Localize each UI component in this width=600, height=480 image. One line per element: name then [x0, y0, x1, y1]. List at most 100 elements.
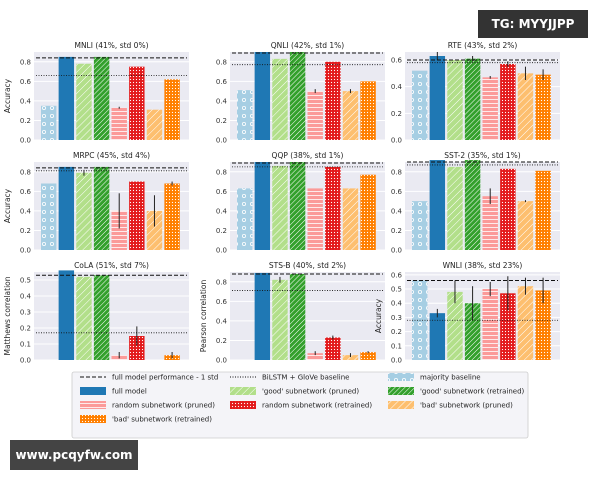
legend-swatch [230, 401, 256, 409]
bar [289, 162, 306, 250]
y-tick-label: 0.3 [391, 314, 402, 322]
y-tick-label: 0.0 [391, 247, 402, 255]
y-tick-label: 0.4 [20, 293, 32, 301]
bar [164, 183, 180, 250]
legend-label: full model performance - 1 std [112, 374, 218, 382]
bar [307, 188, 323, 250]
bar [237, 188, 253, 250]
panel-4: 0.0 0.2 0.4 0.6 0.8 QQP (38%, std 1%) [216, 151, 385, 255]
y-tick-label: 0.2 [20, 117, 31, 125]
bar [76, 276, 92, 360]
bar [412, 201, 428, 250]
watermark-bottom: www.pcqyfw.com [10, 440, 138, 470]
y-tick-label: 0.0 [216, 357, 227, 365]
legend-label: 'good' subnetwork (retrained) [420, 388, 525, 396]
y-tick-label: 0.2 [20, 227, 31, 235]
bar [447, 60, 463, 140]
y-tick-label: 0.0 [216, 137, 227, 145]
bar [482, 289, 498, 360]
y-tick-label: 0.4 [216, 317, 228, 325]
y-tick-label: 0.4 [20, 97, 32, 105]
bar [342, 188, 359, 250]
y-axis-label: Accuracy [3, 78, 12, 113]
panel-8: 0.0 0.1 0.2 0.3 0.4 0.5 0.6 WNLI (38%, std 23%)… [374, 261, 560, 365]
bar [146, 210, 163, 250]
bar [307, 353, 323, 360]
legend-swatch [80, 415, 106, 423]
bar [429, 313, 446, 360]
bar [500, 293, 516, 360]
bar [58, 270, 75, 360]
bar [129, 336, 145, 360]
y-tick-label: 0.0 [20, 357, 31, 365]
y-tick-label: 0.0 [20, 137, 31, 145]
plot-area [230, 272, 385, 360]
y-tick-label: 0.8 [216, 168, 227, 176]
bar [41, 105, 57, 140]
bar [307, 91, 323, 140]
panel-title: CoLA (51%, std 7%) [74, 261, 149, 270]
bar [517, 73, 534, 140]
y-axis-label: Matthews correlation [3, 276, 12, 355]
legend-swatch [80, 387, 106, 395]
panel-6: 0.0 0.1 0.2 0.3 0.4 0.5 CoLA (51%, std 7%) Matt… [3, 261, 189, 365]
panel-title: RTE (43%, std 2%) [448, 41, 518, 50]
bar [164, 79, 180, 140]
y-tick-label: 0.2 [20, 325, 31, 333]
bar [325, 166, 341, 250]
y-tick-label: 0.8 [20, 58, 31, 66]
y-tick-label: 0.4 [391, 207, 403, 215]
bar [517, 201, 534, 250]
y-tick-label: 0.0 [391, 137, 402, 145]
bar [272, 279, 288, 360]
bar [111, 210, 127, 250]
bar [58, 166, 75, 250]
y-tick-label: 0.6 [20, 78, 32, 86]
legend-swatch [80, 401, 106, 409]
bar [535, 290, 551, 360]
y-axis-label: Accuracy [3, 188, 12, 223]
bar [254, 162, 271, 250]
bar [289, 273, 306, 360]
panel-title: MNLI (41%, std 0%) [74, 41, 148, 50]
legend-swatch [388, 373, 414, 381]
y-tick-label: 0.2 [391, 227, 402, 235]
panel-2: 0.0 0.2 0.4 0.6 RTE (43%, std 2%) [391, 41, 560, 145]
bar [129, 66, 145, 140]
bar [254, 272, 271, 360]
bar [500, 168, 516, 250]
bar [429, 160, 446, 250]
y-tick-label: 0.0 [20, 247, 31, 255]
panel-1: 0.0 0.2 0.4 0.6 0.8 QNLI (42%, std 1%) [216, 41, 385, 145]
bar [447, 291, 463, 360]
panel-title: WNLI (38%, std 23%) [443, 261, 523, 270]
y-tick-label: 0.6 [216, 188, 228, 196]
y-tick-label: 0.5 [391, 286, 402, 294]
bar [41, 183, 57, 250]
y-tick-label: 0.6 [391, 57, 403, 65]
bar [58, 56, 75, 141]
y-tick-label: 0.1 [20, 341, 31, 349]
bar [360, 352, 376, 360]
y-tick-label: 0.4 [216, 207, 228, 215]
bar [146, 109, 163, 140]
bar [272, 165, 288, 250]
bar [111, 107, 127, 140]
bar [535, 170, 551, 250]
panel-5: 0.0 0.2 0.4 0.6 0.8 SST-2 (35%, std 1%) [391, 151, 560, 255]
bar [129, 181, 145, 250]
bar [76, 63, 92, 140]
legend-label: BiLSTM + GloVe baseline [262, 374, 349, 382]
legend-label: 'bad' subnetwork (pruned) [420, 402, 513, 410]
bar [254, 52, 271, 140]
y-axis-label: Accuracy [374, 298, 383, 333]
plot-area [34, 272, 189, 360]
bar [93, 56, 110, 141]
bar [342, 355, 359, 360]
y-tick-label: 0.2 [391, 328, 402, 336]
bar [464, 303, 481, 360]
y-tick-label: 0.1 [391, 342, 402, 350]
y-tick-label: 0.4 [391, 83, 403, 91]
bar [360, 174, 376, 250]
bar [342, 91, 359, 140]
